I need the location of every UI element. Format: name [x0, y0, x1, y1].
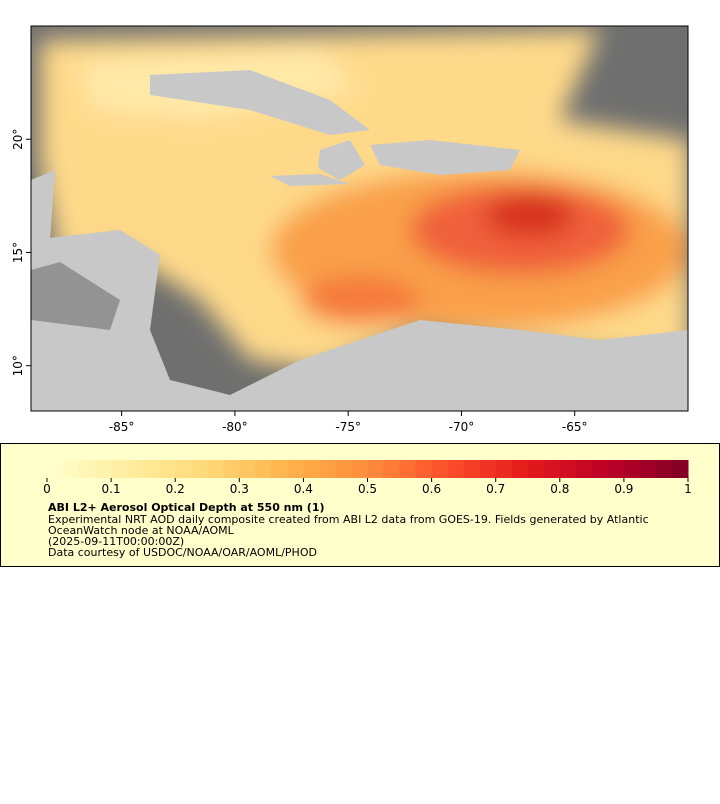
colorbar-tick-label: 0.1 [102, 482, 121, 496]
colorbar-step [367, 460, 385, 478]
colorbar-step [47, 460, 64, 478]
colorbar-tick-label: 0 [43, 482, 51, 496]
colorbar-step [207, 460, 224, 478]
x-tick-label: -85° [109, 420, 135, 434]
colorbar: 0 0.1 0.2 0.3 0.4 0.5 0.6 0.7 0.8 0.9 1 [43, 460, 692, 496]
colorbar-step [655, 460, 673, 478]
colorbar-tick-label: 0.4 [294, 482, 313, 496]
colorbar-tick-label: 0.2 [166, 482, 185, 496]
colorbar-step [383, 460, 401, 478]
colorbar-tick-label: 0.7 [486, 482, 505, 496]
colorbar-step [351, 460, 368, 478]
colorbar-step [511, 460, 529, 478]
colorbar-step [495, 460, 513, 478]
colorbar-step [255, 460, 272, 478]
colorbar-step [415, 460, 433, 478]
colorbar-step [543, 460, 561, 478]
y-tick-label: 10° [11, 355, 25, 376]
colorbar-step [591, 460, 609, 478]
y-tick-label: 15° [11, 242, 25, 263]
x-tick-label: -75° [335, 420, 361, 434]
colorbar-step [111, 460, 128, 478]
colorbar-step [607, 460, 625, 478]
colorbar-step [223, 460, 240, 478]
colorbar-step [639, 460, 657, 478]
colorbar-step [463, 460, 481, 478]
colorbar-step [527, 460, 545, 478]
x-tick-label: -70° [449, 420, 475, 434]
colorbar-step [319, 460, 336, 478]
colorbar-step [431, 460, 449, 478]
colorbar-step [95, 460, 112, 478]
colorbar-step [623, 460, 641, 478]
legend-line: OceanWatch node at NOAA/AOML [48, 524, 235, 537]
colorbar-step [559, 460, 577, 478]
colorbar-step [239, 460, 256, 478]
map-frame [30, 25, 689, 412]
colorbar-step [63, 460, 80, 478]
colorbar-step [143, 460, 160, 478]
colorbar-step [127, 460, 144, 478]
colorbar-tick-label: 0.6 [422, 482, 441, 496]
colorbar-step [175, 460, 192, 478]
colorbar-step [335, 460, 352, 478]
colorbar-step [159, 460, 176, 478]
colorbar-tick-label: 1 [684, 482, 692, 496]
legend-line: (2025-09-11T00:00:00Z) [48, 535, 184, 548]
x-tick-label: -65° [562, 420, 588, 434]
colorbar-tick-label: 0.8 [550, 482, 569, 496]
colorbar-step [575, 460, 593, 478]
x-tick-label: -80° [222, 420, 248, 434]
colorbar-step [479, 460, 497, 478]
colorbar-step [671, 460, 689, 478]
colorbar-step [399, 460, 417, 478]
legend-line: Data courtesy of USDOC/NOAA/OAR/AOML/PHO… [48, 546, 317, 559]
colorbar-step [303, 460, 320, 478]
map-axes: -85° -80° -75° -70° -65° 10° 15° 20° [11, 129, 588, 434]
colorbar-tick-label: 0.3 [230, 482, 249, 496]
colorbar-step [191, 460, 208, 478]
y-tick-label: 20° [11, 129, 25, 150]
legend-title: ABI L2+ Aerosol Optical Depth at 550 nm … [48, 501, 325, 514]
colorbar-tick-label: 0.9 [614, 482, 633, 496]
colorbar-step [287, 460, 304, 478]
colorbar-step [447, 460, 465, 478]
map-image [31, 26, 688, 411]
legend-line: Experimental NRT AOD daily composite cre… [48, 513, 649, 526]
colorbar-step [271, 460, 288, 478]
colorbar-tick-label: 0.5 [358, 482, 377, 496]
colorbar-step [79, 460, 96, 478]
